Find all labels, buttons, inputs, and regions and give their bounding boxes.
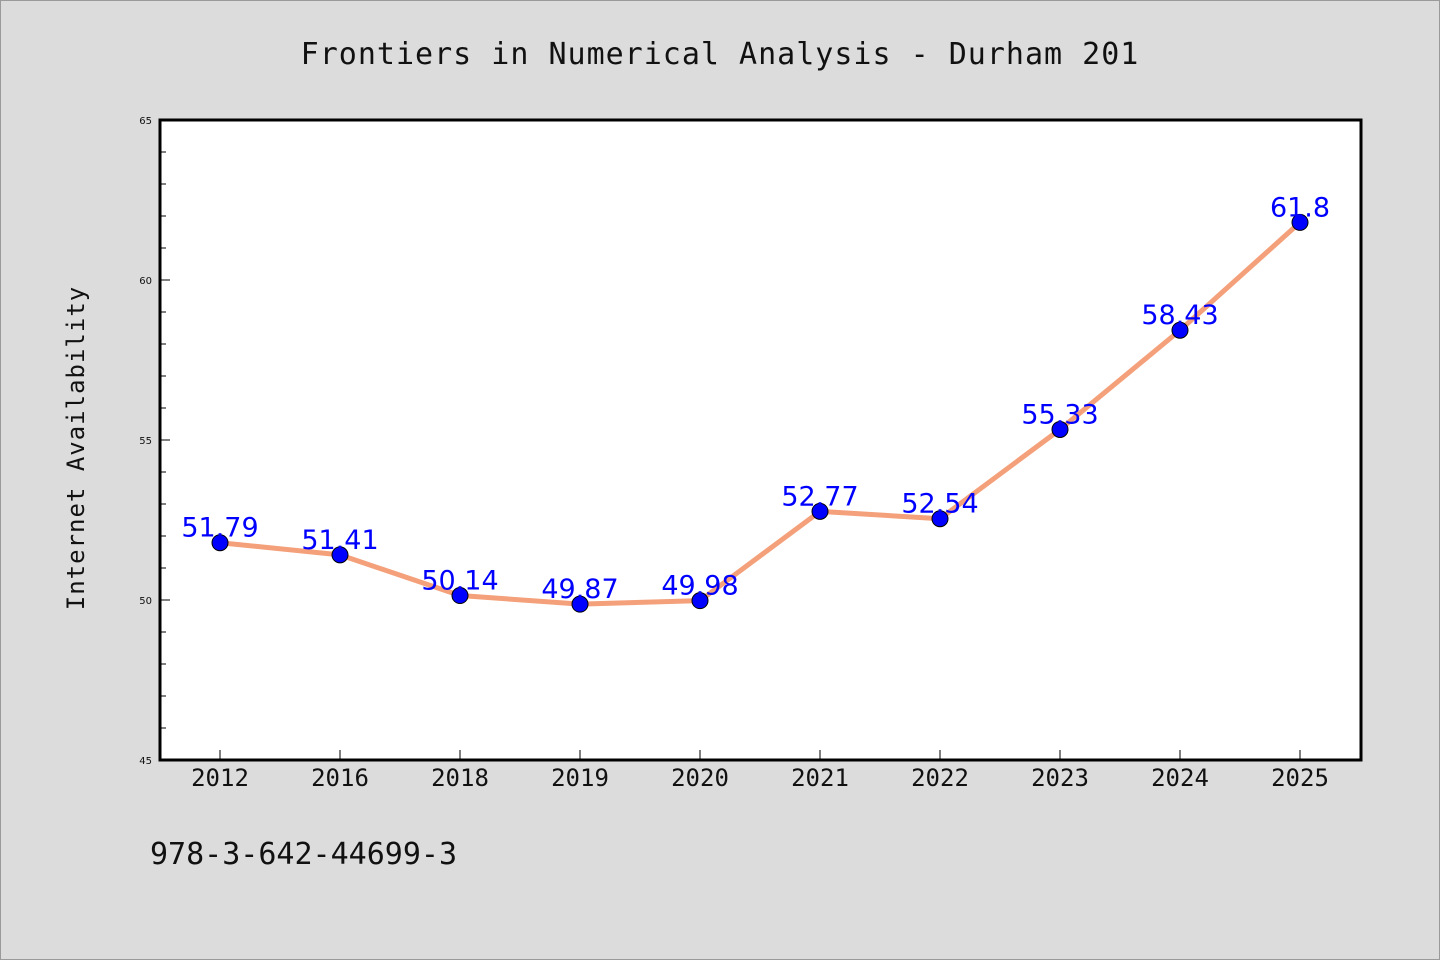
data-label: 58.43 xyxy=(1141,300,1218,331)
isbn-text: 978-3-642-44699-3 xyxy=(150,837,457,872)
y-tick-label: 60 xyxy=(139,276,152,287)
x-tick-label: 2020 xyxy=(671,764,729,792)
y-axis-label: Internet Availability xyxy=(62,286,90,610)
x-tick-label: 2012 xyxy=(191,764,249,792)
chart-title: Frontiers in Numerical Analysis - Durham… xyxy=(301,37,1140,72)
data-labels-group: 51.79 51.41 50.14 49.87 49.98 52.77 52.54 55.33… xyxy=(181,192,1330,605)
x-tick-label: 2019 xyxy=(551,764,609,792)
series-line xyxy=(217,219,1303,607)
data-label: 49.98 xyxy=(661,571,738,602)
x-tick-label: 2023 xyxy=(1031,764,1089,792)
data-point xyxy=(571,595,589,613)
data-point xyxy=(211,534,229,552)
data-label: 50.14 xyxy=(421,566,498,597)
data-point xyxy=(1051,420,1069,438)
y-axis: 45 50 55 60 65 xyxy=(139,116,170,767)
data-point xyxy=(931,510,949,528)
y-tick-label: 65 xyxy=(139,116,152,127)
x-tick-label: 2018 xyxy=(431,764,489,792)
data-point xyxy=(1291,213,1309,231)
plot-area xyxy=(158,118,1363,762)
series-points-group xyxy=(211,213,1309,613)
x-tick-label: 2022 xyxy=(911,764,969,792)
series-line-group xyxy=(217,219,1303,607)
x-tick-label: 2024 xyxy=(1151,764,1209,792)
data-label: 52.54 xyxy=(901,489,978,520)
data-label: 55.33 xyxy=(1021,399,1098,430)
y-tick-label: 50 xyxy=(139,596,152,607)
y-tick-label: 55 xyxy=(139,436,152,447)
data-label: 51.79 xyxy=(181,513,258,544)
x-tick-label: 2016 xyxy=(311,764,369,792)
data-point xyxy=(811,502,829,520)
data-label: 52.77 xyxy=(781,481,858,512)
data-label: 61.8 xyxy=(1270,192,1330,223)
data-point xyxy=(1171,321,1189,339)
x-tick-label: 2025 xyxy=(1271,764,1329,792)
data-label: 49.87 xyxy=(541,574,618,605)
y-tick-label: 45 xyxy=(139,756,152,767)
x-tick-label: 2021 xyxy=(791,764,849,792)
data-label: 51.41 xyxy=(301,525,378,556)
data-point xyxy=(331,546,349,564)
data-point xyxy=(691,592,709,610)
data-point xyxy=(451,587,469,605)
x-axis: 2012 2016 2018 2019 2020 2021 2022 2023 2024 2025 xyxy=(191,750,1329,792)
